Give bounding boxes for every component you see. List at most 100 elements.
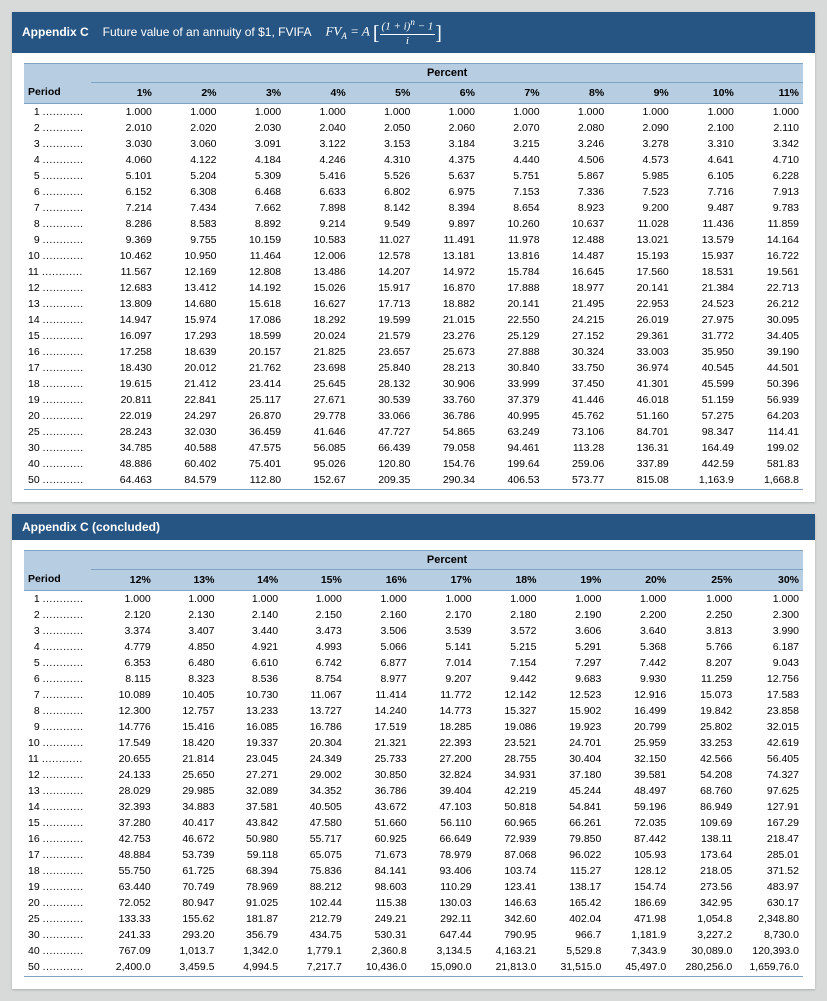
blank-header [24, 550, 91, 569]
table-row: 16 ............42.75346.67250.98055.7176… [24, 831, 803, 847]
value-cell: 14.207 [350, 264, 415, 280]
value-cell: 14.487 [544, 248, 609, 264]
value-cell: 33.066 [350, 408, 415, 424]
value-cell: 4.573 [608, 152, 673, 168]
value-cell: 40.505 [282, 799, 346, 815]
value-cell: 66.439 [350, 440, 415, 456]
value-cell: 2.070 [479, 120, 544, 136]
value-cell: 2.300 [736, 607, 803, 623]
value-cell: 11.028 [608, 216, 673, 232]
value-cell: 72.939 [476, 831, 541, 847]
col-header: 25% [670, 569, 736, 590]
value-cell: 43.842 [218, 815, 282, 831]
value-cell: 50.396 [738, 376, 803, 392]
value-cell: 27.671 [285, 392, 350, 408]
value-cell: 138.17 [540, 879, 605, 895]
value-cell: 42.753 [91, 831, 155, 847]
value-cell: 39.190 [738, 344, 803, 360]
period-cell: 8 ............ [24, 703, 91, 719]
value-cell: 471.98 [605, 911, 670, 927]
period-cell: 1 ............ [24, 590, 91, 607]
value-cell: 70.749 [155, 879, 219, 895]
value-cell: 20.012 [156, 360, 221, 376]
value-cell: 10.950 [156, 248, 221, 264]
value-cell: 5,529.8 [540, 943, 605, 959]
value-cell: 12.916 [605, 687, 670, 703]
value-cell: 94.461 [479, 440, 544, 456]
value-cell: 1,779.1 [282, 943, 346, 959]
value-cell: 280,256.0 [670, 959, 736, 977]
value-cell: 12.006 [285, 248, 350, 264]
value-cell: 23.858 [736, 703, 803, 719]
value-cell: 1.000 [218, 590, 282, 607]
value-cell: 3.091 [221, 136, 286, 152]
value-cell: 33.750 [544, 360, 609, 376]
value-cell: 44.501 [738, 360, 803, 376]
value-cell: 1.000 [91, 103, 156, 120]
value-cell: 2.120 [91, 607, 155, 623]
value-cell: 130.03 [411, 895, 476, 911]
col-header: 5% [350, 82, 415, 103]
value-cell: 42.566 [670, 751, 736, 767]
value-cell: 136.31 [608, 440, 673, 456]
value-cell: 2.160 [346, 607, 411, 623]
value-cell: 13.412 [156, 280, 221, 296]
value-cell: 3.153 [350, 136, 415, 152]
value-cell: 37.280 [91, 815, 155, 831]
period-cell: 19 ............ [24, 392, 91, 408]
period-cell: 7 ............ [24, 687, 91, 703]
value-cell: 18.531 [673, 264, 738, 280]
period-cell: 3 ............ [24, 623, 91, 639]
value-cell: 20.024 [285, 328, 350, 344]
value-cell: 56.085 [285, 440, 350, 456]
value-cell: 14.947 [91, 312, 156, 328]
value-cell: 3.606 [540, 623, 605, 639]
value-cell: 181.87 [218, 911, 282, 927]
value-cell: 13.727 [282, 703, 346, 719]
value-cell: 28.132 [350, 376, 415, 392]
value-cell: 3.342 [738, 136, 803, 152]
value-cell: 3.473 [282, 623, 346, 639]
col-header: 1% [91, 82, 156, 103]
value-cell: 581.83 [738, 456, 803, 472]
value-cell: 21.412 [156, 376, 221, 392]
value-cell: 11.567 [91, 264, 156, 280]
period-cell: 40 ............ [24, 943, 91, 959]
table-row: 19 ............63.44070.74978.96988.2129… [24, 879, 803, 895]
table-row: 12 ............12.68313.41214.19215.0261… [24, 280, 803, 296]
appendix-c-concluded-sheet: Appendix C (concluded) Percent Period 12… [12, 514, 815, 989]
value-cell: 3.407 [155, 623, 219, 639]
value-cell: 46.672 [155, 831, 219, 847]
value-cell: 8.536 [218, 671, 282, 687]
value-cell: 41.446 [544, 392, 609, 408]
value-cell: 21,813.0 [476, 959, 541, 977]
table-row: 3 ............3.0303.0603.0913.1223.1533… [24, 136, 803, 152]
value-cell: 14.773 [411, 703, 476, 719]
value-cell: 3.060 [156, 136, 221, 152]
value-cell: 11.464 [221, 248, 286, 264]
value-cell: 2.030 [221, 120, 286, 136]
value-cell: 9.043 [736, 655, 803, 671]
value-cell: 337.89 [608, 456, 673, 472]
period-cell: 25 ............ [24, 424, 91, 440]
value-cell: 2.040 [285, 120, 350, 136]
value-cell: 14.240 [346, 703, 411, 719]
value-cell: 40.545 [673, 360, 738, 376]
value-cell: 17.583 [736, 687, 803, 703]
value-cell: 7.662 [221, 200, 286, 216]
value-cell: 9.214 [285, 216, 350, 232]
value-cell: 45.762 [544, 408, 609, 424]
col-header: 10% [673, 82, 738, 103]
table-row: 10 ............17.54918.42019.33720.3042… [24, 735, 803, 751]
value-cell: 36.786 [414, 408, 479, 424]
value-cell: 1.000 [544, 103, 609, 120]
value-cell: 24.523 [673, 296, 738, 312]
table-row: 2 ............2.0102.0202.0302.0402.0502… [24, 120, 803, 136]
value-cell: 65.075 [282, 847, 346, 863]
fv-table-2: Percent Period 12%13%14%15%16%17%18%19%2… [24, 550, 803, 977]
value-cell: 127.91 [736, 799, 803, 815]
period-cell: 4 ............ [24, 152, 91, 168]
value-cell: 43.672 [346, 799, 411, 815]
value-cell: 91.025 [218, 895, 282, 911]
value-cell: 18.639 [156, 344, 221, 360]
